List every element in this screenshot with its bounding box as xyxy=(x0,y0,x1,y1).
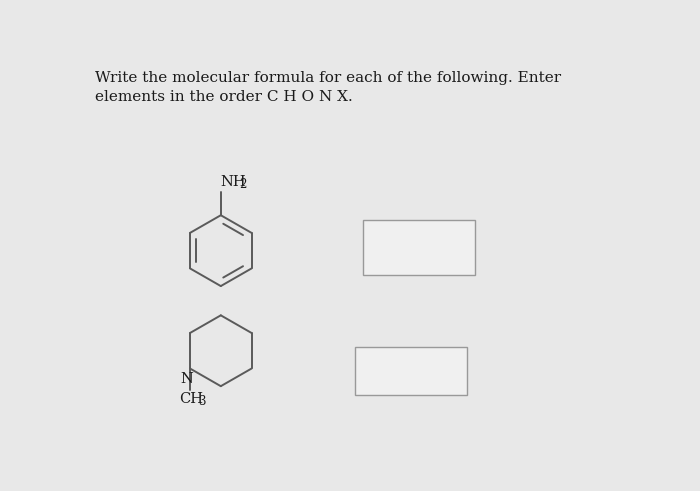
Text: N: N xyxy=(181,372,193,386)
Text: NH: NH xyxy=(220,175,246,189)
Text: Write the molecular formula for each of the following. Enter: Write the molecular formula for each of … xyxy=(95,71,561,85)
Text: elements in the order C H O N X.: elements in the order C H O N X. xyxy=(95,90,353,105)
Bar xyxy=(355,347,468,395)
Text: CH: CH xyxy=(179,392,203,407)
Text: 2: 2 xyxy=(239,178,246,191)
Bar xyxy=(363,220,475,275)
Text: 3: 3 xyxy=(198,395,206,408)
